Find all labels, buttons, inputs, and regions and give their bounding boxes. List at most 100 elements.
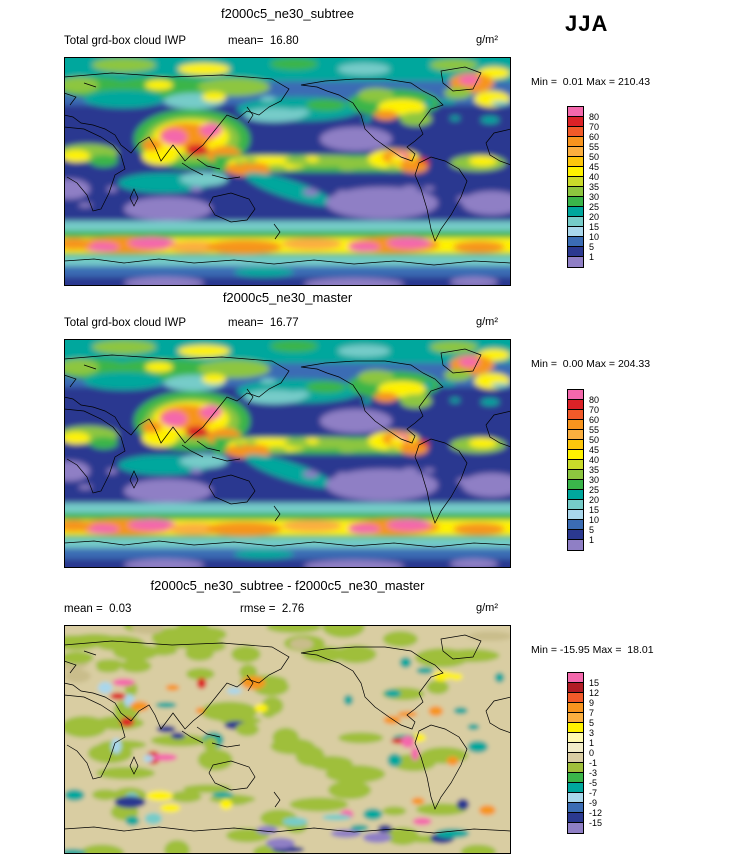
- map-master: [64, 339, 511, 568]
- field-blob: [338, 732, 384, 744]
- field-blob: [468, 631, 511, 641]
- colorbar-tick-label: 45: [589, 162, 600, 172]
- field-blob: [302, 646, 347, 663]
- field-blob: [282, 817, 308, 826]
- colorbar-cell: [568, 400, 583, 410]
- field-blob: [164, 840, 190, 854]
- field-blob: [254, 703, 268, 713]
- field-blob: [446, 756, 459, 766]
- field-blob: [289, 158, 309, 165]
- season-label: JJA: [565, 11, 609, 36]
- colorbar-tick-label: 1: [589, 252, 595, 262]
- field-blob: [428, 706, 443, 717]
- colorbar-tick-label: 40: [589, 455, 600, 465]
- field-blob: [377, 824, 393, 833]
- colorbar-cell: [568, 157, 583, 167]
- colorbar-tick-label: 55: [589, 142, 600, 152]
- field-blob: [266, 625, 322, 634]
- colorbar-cell: [568, 500, 583, 510]
- colorbar-tick-label: 1: [589, 535, 595, 545]
- field-blob: [480, 116, 500, 124]
- field-blob: [99, 740, 147, 750]
- field-blob: [260, 96, 276, 102]
- colorbar-cell: [568, 197, 583, 207]
- field-blob: [212, 791, 234, 798]
- field-blob: [362, 832, 392, 843]
- colorbar-cell: [568, 803, 583, 813]
- colorbar-cell: [568, 237, 583, 247]
- minmax-label: Min = -15.95 Max = 18.01: [531, 644, 654, 656]
- colorbar-cell: [568, 117, 583, 127]
- field-blob: [362, 116, 372, 123]
- field-blob: [110, 692, 126, 700]
- colorbar-cell: [568, 703, 583, 713]
- field-blob: [120, 717, 135, 727]
- colorbar-tick-label: 30: [589, 192, 600, 202]
- field-blob: [131, 625, 165, 635]
- field-blob: [144, 812, 162, 825]
- colorbar-tick-label: 10: [589, 232, 600, 242]
- field-blob: [382, 806, 407, 816]
- field-blob: [412, 817, 432, 826]
- field-blob: [64, 651, 94, 664]
- field-blob: [289, 797, 349, 812]
- field-blob: [78, 202, 93, 208]
- colorbar-cell: [568, 420, 583, 430]
- field-blob: [143, 754, 154, 763]
- field-blob: [239, 664, 258, 680]
- colorbar-cell: [568, 257, 583, 267]
- colorbar-cell: [568, 450, 583, 460]
- field-blob: [426, 680, 450, 695]
- rmse-label: rmse = 2.76: [240, 603, 305, 615]
- colorbar-cell: [568, 673, 583, 683]
- colorbar-tick-label: 5: [589, 718, 595, 728]
- field-blob: [435, 828, 470, 839]
- field-blob: [338, 164, 358, 171]
- field-blob: [64, 669, 91, 683]
- colorbar-tick-label: 60: [589, 415, 600, 425]
- colorbar-tick-label: 20: [589, 495, 600, 505]
- colorbar-labels: 80 70 60 55 50 45 40 35 30 25 20 15 10 5 1: [589, 112, 599, 262]
- colorbar-cell: [568, 187, 583, 197]
- colorbar-cell: [568, 207, 583, 217]
- colorbar-cell: [568, 480, 583, 490]
- colorbar-master: [567, 389, 584, 551]
- colorbar-tick-label: 7: [589, 708, 595, 718]
- colorbar-cell: [568, 510, 583, 520]
- variable-label: Total grd-box cloud IWP: [64, 35, 187, 47]
- field-blob: [450, 673, 463, 681]
- iwp-field: [64, 57, 511, 286]
- minmax-label: Min = 0.01 Max = 210.43: [531, 76, 651, 88]
- colorbar-tick-label: -15: [589, 818, 603, 828]
- colorbar-tick-label: -12: [589, 808, 603, 818]
- colorbar-cell: [568, 763, 583, 773]
- colorbar-cell: [568, 217, 583, 227]
- field-blob: [363, 808, 383, 821]
- colorbar-cell: [568, 137, 583, 147]
- field-blob: [343, 694, 354, 706]
- field-blob: [325, 765, 386, 783]
- colorbar-cell: [568, 823, 583, 833]
- map-border: [64, 339, 511, 568]
- panel-title-difference: f2000c5_ne30_subtree - f2000c5_ne30_mast…: [150, 578, 425, 593]
- colorbar-cell: [568, 460, 583, 470]
- field-blob: [191, 627, 227, 642]
- field-blob: [124, 706, 135, 718]
- difference-field: [64, 625, 511, 854]
- colorbar-tick-label: -3: [589, 768, 598, 778]
- colorbar-tick-label: 9: [589, 698, 595, 708]
- colorbar-tick-label: 80: [589, 112, 600, 122]
- colorbar-tick-label: 45: [589, 445, 600, 455]
- field-blob: [114, 641, 132, 653]
- colorbar-tick-label: 70: [589, 405, 600, 415]
- field-blob: [397, 711, 418, 718]
- field-blob: [120, 659, 152, 673]
- field-blob: [384, 689, 401, 698]
- field-blob: [401, 735, 415, 748]
- field-blob: [411, 747, 420, 761]
- field-blob: [235, 722, 259, 737]
- variable-label: Total grd-box cloud IWP: [64, 317, 187, 329]
- colorbar-cell: [568, 783, 583, 793]
- colorbar-tick-label: 10: [589, 515, 600, 525]
- field-blob: [219, 799, 233, 810]
